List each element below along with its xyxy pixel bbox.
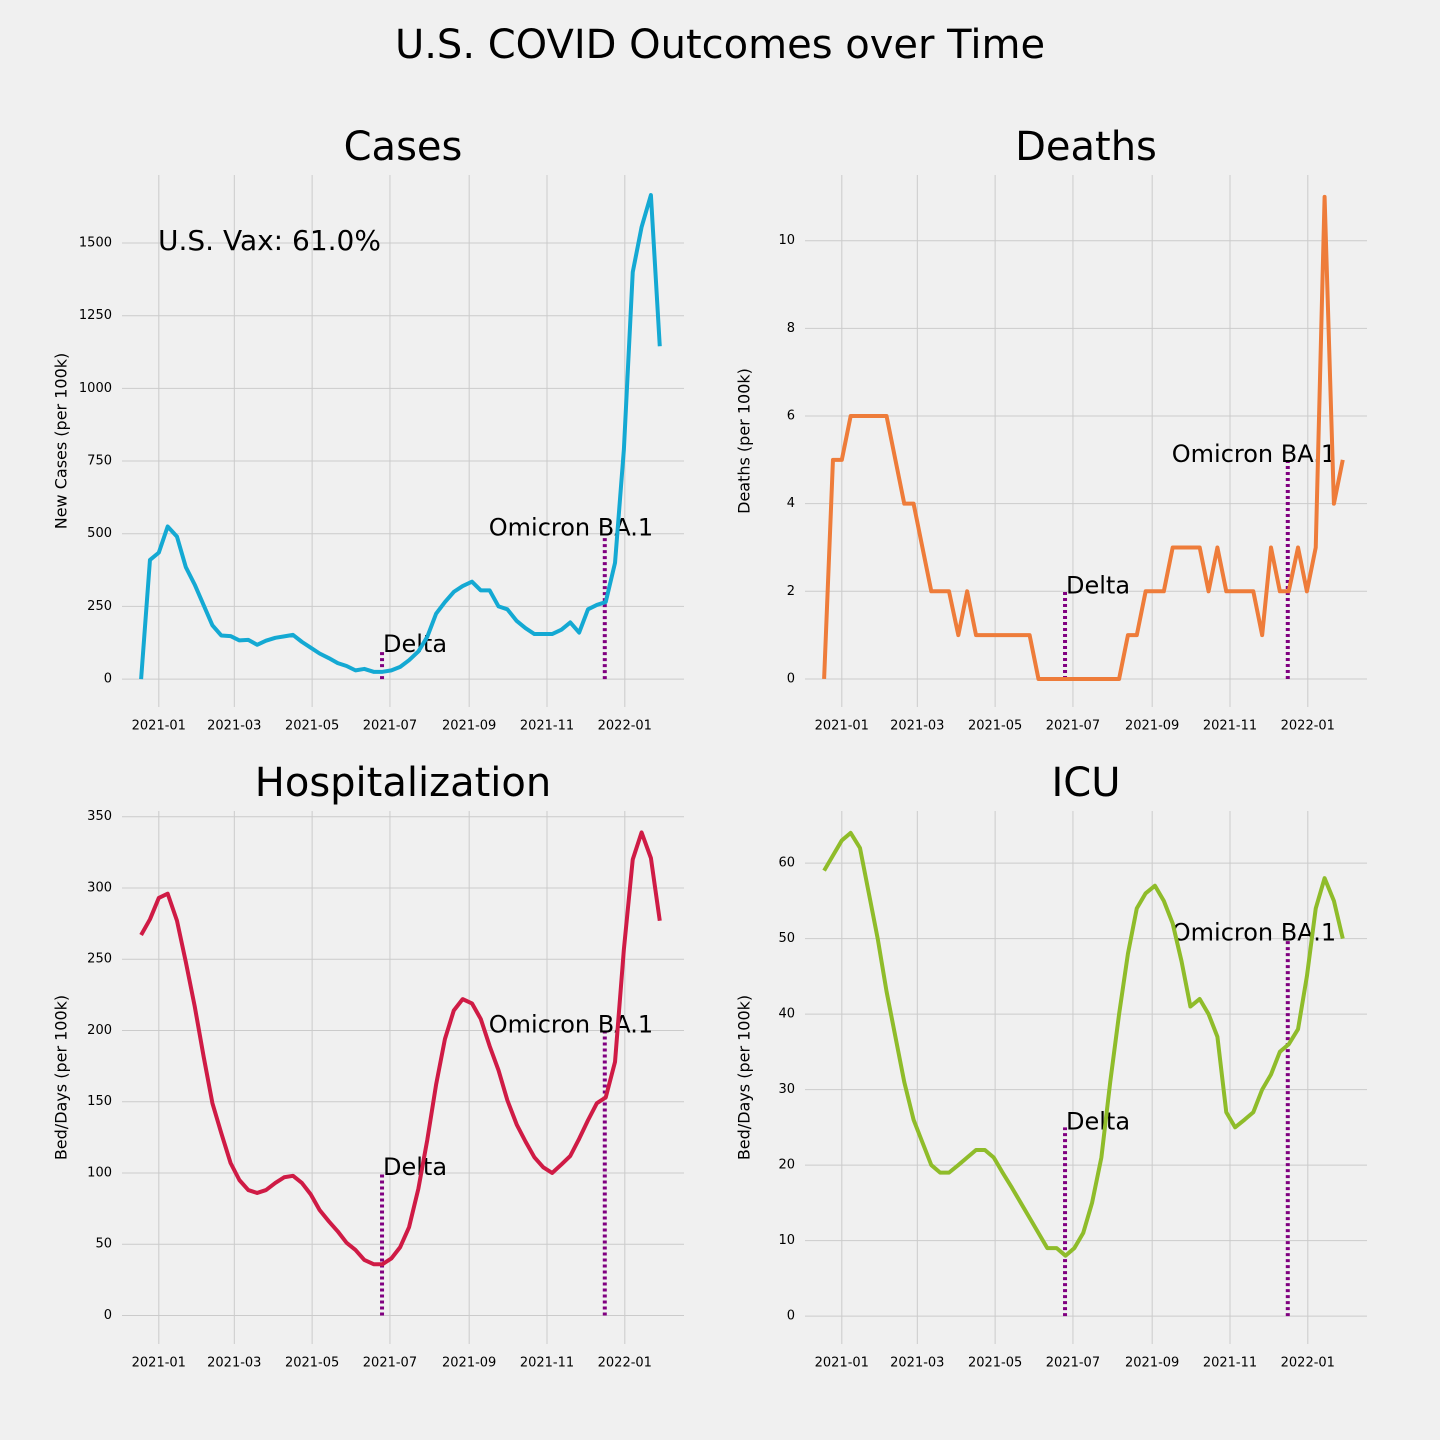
y-tick-label: 1000 [79, 381, 112, 396]
subplot-title: Cases [344, 124, 463, 170]
x-tick-label: 2021-11 [1203, 1356, 1257, 1371]
event-label: Omicron BA.1 [1172, 919, 1336, 947]
x-tick-label: 2021-09 [442, 1356, 496, 1371]
y-tick-label: 30 [778, 1082, 795, 1097]
x-tick-label: 2021-05 [968, 1356, 1022, 1371]
y-axis-label: Deaths (per 100k) [735, 368, 754, 514]
y-tick-label: 250 [87, 952, 112, 967]
subplot-title: ICU [1051, 760, 1120, 806]
x-tick-label: 2021-05 [968, 719, 1022, 734]
x-tick-label: 2022-01 [1281, 719, 1335, 734]
x-tick-label: 2021-07 [363, 1356, 417, 1371]
subplot: ICU Bed/Days (per 100k) 0 10 20 30 40 50 60 2021-… [735, 760, 1367, 1371]
event-label: Delta [1066, 571, 1130, 599]
y-tick-label: 250 [87, 599, 112, 614]
y-tick-label: 750 [87, 454, 112, 469]
subplot-title: Deaths [1015, 124, 1157, 170]
y-tick-label: 50 [778, 931, 795, 946]
x-tick-label: 2021-03 [207, 1356, 261, 1371]
x-tick-label: 2022-01 [598, 1356, 652, 1371]
x-tick-label: 2021-11 [1203, 719, 1257, 734]
y-tick-label: 4 [787, 496, 795, 511]
y-tick-label: 20 [778, 1158, 795, 1173]
y-tick-label: 0 [104, 1308, 112, 1323]
y-axis-label: New Cases (per 100k) [52, 353, 71, 530]
y-tick-label: 2 [787, 584, 795, 599]
x-tick-label: 2021-05 [285, 719, 339, 734]
figure-title: U.S. COVID Outcomes over Time [395, 22, 1045, 68]
x-tick-label: 2021-11 [520, 719, 574, 734]
event-label: Delta [1066, 1107, 1130, 1135]
data-line [822, 194, 1345, 681]
event-label: Delta [383, 1153, 447, 1181]
x-tick-label: 2022-01 [598, 719, 652, 734]
x-tick-label: 2021-07 [1046, 719, 1100, 734]
x-tick-label: 2021-01 [132, 719, 186, 734]
y-tick-label: 60 [778, 856, 795, 871]
data-line [139, 193, 662, 680]
x-tick-label: 2021-07 [1046, 1356, 1100, 1371]
x-tick-label: 2021-01 [815, 719, 869, 734]
subplot: Cases New Cases (per 100k) 0 250 500 750 1000 1… [52, 124, 684, 734]
x-tick-label: 2021-03 [890, 1356, 944, 1371]
subplot: Deaths Deaths (per 100k) 0 2 4 6 8 10 2021-01 202… [735, 124, 1367, 734]
x-tick-label: 2021-09 [1125, 719, 1179, 734]
y-tick-label: 8 [787, 321, 795, 336]
x-tick-label: 2021-03 [207, 719, 261, 734]
y-tick-label: 200 [87, 1023, 112, 1038]
annotation: U.S. Vax: 61.0% [158, 224, 381, 257]
y-tick-label: 500 [87, 526, 112, 541]
y-tick-label: 1500 [79, 236, 112, 251]
y-tick-label: 50 [95, 1237, 112, 1252]
y-axis-label: Bed/Days (per 100k) [735, 995, 754, 1160]
y-tick-label: 0 [787, 671, 795, 686]
x-tick-label: 2021-03 [890, 719, 944, 734]
x-tick-label: 2021-09 [1125, 1356, 1179, 1371]
x-tick-label: 2021-01 [132, 1356, 186, 1371]
subplot-title: Hospitalization [255, 760, 551, 806]
x-tick-label: 2021-05 [285, 1356, 339, 1371]
x-tick-label: 2021-01 [815, 1356, 869, 1371]
y-tick-label: 100 [87, 1165, 112, 1180]
y-tick-label: 1250 [79, 308, 112, 323]
event-label: Omicron BA.1 [489, 1010, 653, 1038]
y-tick-label: 0 [787, 1309, 795, 1324]
data-line [139, 830, 662, 1267]
y-tick-label: 10 [778, 1233, 795, 1248]
event-label: Omicron BA.1 [1172, 440, 1336, 468]
y-tick-label: 350 [87, 809, 112, 824]
x-tick-label: 2021-09 [442, 719, 496, 734]
data-line [822, 830, 1345, 1258]
y-tick-label: 6 [787, 409, 795, 424]
x-tick-label: 2021-11 [520, 1356, 574, 1371]
y-tick-label: 300 [87, 880, 112, 895]
y-tick-label: 150 [87, 1094, 112, 1109]
x-tick-label: 2021-07 [363, 719, 417, 734]
event-label: Omicron BA.1 [489, 514, 653, 542]
y-tick-label: 40 [778, 1007, 795, 1022]
subplot: Hospitalization Bed/Days (per 100k) 0 50 100… [52, 760, 684, 1371]
x-tick-label: 2022-01 [1281, 1356, 1335, 1371]
y-axis-label: Bed/Days (per 100k) [52, 995, 71, 1160]
y-tick-label: 0 [104, 672, 112, 687]
y-tick-label: 10 [778, 233, 795, 248]
